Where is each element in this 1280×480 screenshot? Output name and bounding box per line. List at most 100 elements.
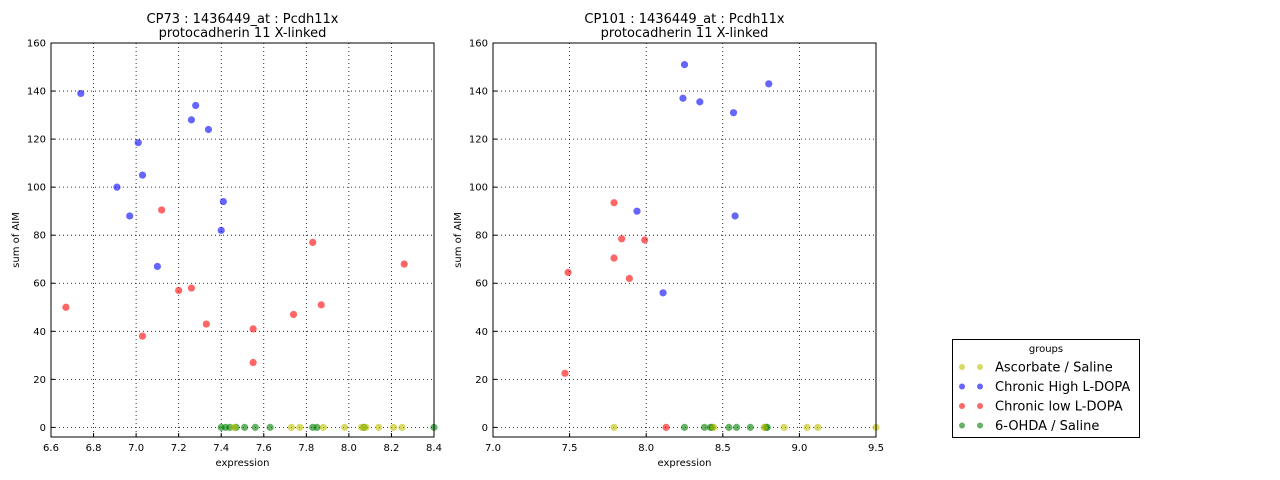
legend: groups Ascorbate / Saline Chronic High L-… — [952, 339, 1140, 438]
legend-label: 6-OHDA / Saline — [995, 419, 1099, 434]
x-tick-label: 8.2 — [383, 443, 399, 454]
data-point — [313, 423, 321, 431]
data-point — [202, 320, 210, 328]
data-point — [138, 332, 147, 340]
x-tick-label: 8.4 — [426, 443, 442, 454]
series-chronic-high-l-dopa — [633, 61, 773, 297]
data-point — [780, 423, 788, 431]
x-tick-label: 7.2 — [171, 443, 187, 454]
data-point — [249, 358, 257, 367]
x-tick-label: 8.0 — [341, 443, 357, 454]
legend-marker — [977, 364, 983, 370]
data-point — [400, 260, 408, 268]
data-point — [680, 61, 689, 69]
series-chronic-high-l-dopa — [77, 89, 227, 271]
chart-title: CP73 : 1436449_at : Pcdh11x — [147, 12, 339, 27]
x-tick-label: 9.0 — [791, 443, 807, 454]
legend-label: Chronic low L-DOPA — [995, 400, 1123, 415]
data-point — [710, 423, 718, 431]
data-point — [662, 423, 670, 431]
x-tick-label: 7.6 — [256, 443, 272, 454]
x-tick-label: 9.5 — [868, 443, 884, 454]
legend-marker — [959, 403, 965, 409]
data-point — [296, 423, 304, 431]
x-tick-label: 8.0 — [638, 443, 654, 454]
data-point — [659, 289, 667, 297]
y-tick-label: 160 — [27, 39, 46, 50]
data-point — [230, 423, 238, 431]
y-tick-label: 140 — [469, 87, 488, 98]
x-tick-label: 7.0 — [128, 443, 144, 454]
data-point — [217, 226, 225, 234]
data-point — [680, 423, 689, 431]
data-point — [561, 369, 569, 377]
data-point — [158, 206, 166, 214]
y-tick-label: 160 — [469, 39, 488, 50]
data-point — [633, 207, 641, 215]
y-tick-label: 80 — [475, 231, 488, 242]
y-tick-label: 0 — [482, 423, 488, 434]
y-tick-label: 20 — [33, 375, 46, 386]
chart-1: 6.6 6.8 7.0 7.2 7.4 7.6 7.8 8.0 8.2 8.4 0 20 40 60 80 1… — [11, 12, 442, 469]
y-tick-label: 140 — [27, 87, 46, 98]
y-tick-label: 20 — [475, 375, 488, 386]
chart-subtitle: protocadherin 11 X-linked — [601, 26, 769, 41]
legend-marker — [959, 422, 965, 429]
data-point — [113, 183, 121, 191]
y-axis-label: sum of AIM — [453, 212, 464, 268]
legend-marker — [959, 383, 965, 390]
y-tick-label: 60 — [475, 279, 488, 290]
legend-item: Chronic low L-DOPA — [959, 400, 1123, 415]
data-point — [309, 238, 317, 247]
data-point — [641, 236, 649, 244]
data-point — [765, 80, 773, 88]
data-point — [153, 262, 161, 271]
data-point — [625, 274, 633, 283]
data-point — [175, 286, 183, 295]
legend-item: 6-OHDA / Saline — [959, 419, 1099, 434]
data-point — [126, 212, 134, 220]
x-tick-label: 6.8 — [86, 443, 102, 454]
data-point — [266, 423, 274, 431]
legend-item: Chronic High L-DOPA — [959, 380, 1130, 395]
legend-marker — [977, 383, 983, 390]
legend-label: Chronic High L-DOPA — [995, 380, 1130, 395]
legend-title: groups — [1029, 344, 1063, 355]
data-point — [341, 423, 349, 431]
data-point — [138, 171, 147, 179]
data-point — [679, 94, 687, 102]
y-tick-label: 40 — [475, 327, 488, 338]
series-ascorbate-saline — [230, 423, 406, 431]
x-axis-label: expression — [658, 458, 712, 469]
data-point — [287, 423, 296, 431]
data-point — [77, 89, 85, 98]
chart-title: CP101 : 1436449_at : Pcdh11x — [584, 12, 784, 27]
data-point — [319, 423, 327, 431]
y-tick-label: 0 — [40, 423, 46, 434]
x-tick-label: 8.5 — [715, 443, 731, 454]
x-axis-label: expression — [216, 458, 270, 469]
chart-subtitle: protocadherin 11 X-linked — [159, 26, 327, 41]
data-point — [729, 109, 738, 117]
legend-box — [952, 339, 1140, 438]
data-point — [814, 423, 822, 431]
y-tick-label: 120 — [469, 135, 488, 146]
y-axis-label: sum of AIM — [11, 212, 22, 268]
data-point — [700, 423, 709, 431]
plot-frame — [50, 42, 435, 438]
y-tick-label: 80 — [33, 231, 46, 242]
data-point — [219, 197, 227, 206]
legend-marker — [959, 364, 965, 370]
data-point — [62, 303, 70, 311]
data-point — [134, 139, 142, 147]
legend-marker — [977, 403, 983, 409]
data-point — [618, 235, 626, 243]
data-point — [746, 423, 754, 431]
legend-marker — [977, 422, 983, 429]
data-point — [732, 423, 741, 431]
data-point — [731, 212, 739, 220]
x-tick-label: 7.0 — [485, 443, 501, 454]
data-point — [362, 423, 370, 431]
data-point — [610, 254, 618, 262]
